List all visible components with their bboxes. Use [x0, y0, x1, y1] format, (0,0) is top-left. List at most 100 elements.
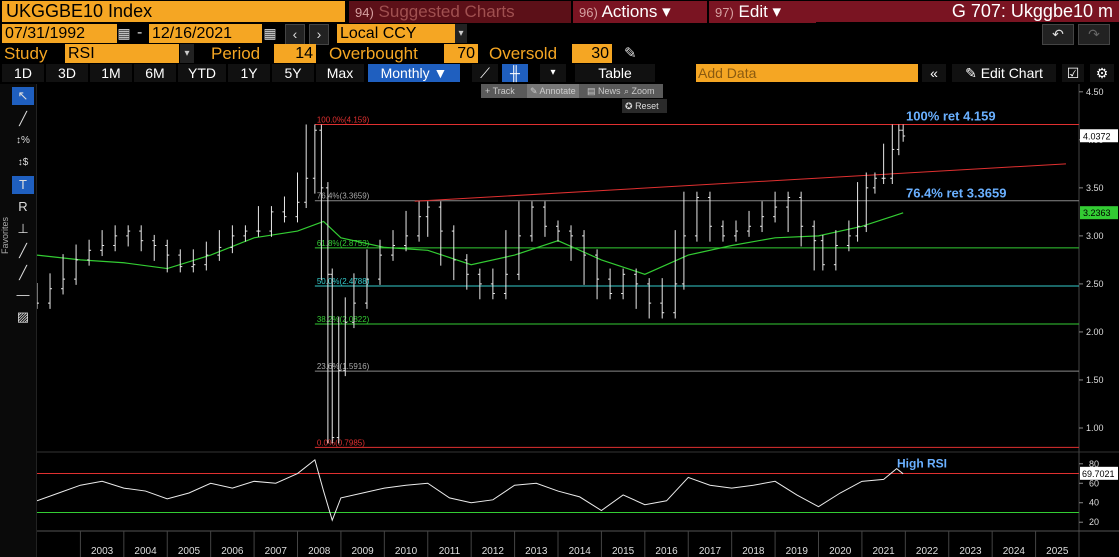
- title-text: G 707: Ukggbe10 m: [951, 1, 1113, 21]
- overbought-field[interactable]: 70: [444, 44, 478, 63]
- chevron-left-icon[interactable]: ‹: [285, 24, 305, 45]
- start-date-field[interactable]: 07/31/1992: [2, 24, 117, 43]
- x-tick-label: 2013: [525, 546, 548, 557]
- x-tick-label: 2017: [699, 546, 722, 557]
- rectangle-icon[interactable]: ▨: [16, 309, 30, 324]
- chevron-down-icon[interactable]: ▾: [540, 64, 566, 82]
- suggested-num: 94): [355, 5, 374, 20]
- x-tick-label: 2006: [221, 546, 244, 557]
- annotate-button[interactable]: ✎ Annotate: [527, 84, 579, 98]
- price-change-icon[interactable]: ↕$: [17, 157, 29, 168]
- zoom-button[interactable]: ⌕ Zoom: [624, 86, 655, 96]
- calendar-icon[interactable]: ▦: [263, 25, 277, 41]
- fib-level-label: 38.2%(2.0822): [317, 315, 370, 324]
- redo-icon[interactable]: ↷: [1078, 24, 1110, 45]
- price-chart[interactable]: 4.504.003.503.002.502.001.501.00100.0%(4…: [37, 84, 1119, 557]
- period-field[interactable]: 14: [274, 44, 316, 63]
- reset-label: Reset: [635, 101, 659, 111]
- chart-mode-menu: + Track ✎ Annotate ▤ News ⌕ Zoom: [481, 84, 663, 98]
- overbought-value: 70: [457, 45, 475, 62]
- last-rsi-label: 69.7021: [1082, 469, 1115, 479]
- cursor-icon[interactable]: ↖: [12, 87, 34, 105]
- moving-average-line: [37, 212, 904, 275]
- x-tick-label: 2014: [569, 546, 592, 557]
- horizontal-line-icon[interactable]: —: [16, 287, 30, 302]
- last-price-tag: [1080, 129, 1118, 143]
- reset-button[interactable]: ✪ Reset: [622, 99, 667, 113]
- range-1y[interactable]: 1Y: [228, 64, 270, 82]
- undo-icon[interactable]: ↶: [1042, 24, 1074, 45]
- x-tick-label: 2015: [612, 546, 635, 557]
- end-date-field[interactable]: 12/16/2021: [149, 24, 262, 43]
- x-tick-label: 2007: [265, 546, 288, 557]
- x-tick-label: 2008: [308, 546, 331, 557]
- suggested-label: Suggested Charts: [378, 2, 515, 21]
- study-label: Study: [4, 44, 48, 63]
- retracement-icon[interactable]: R: [18, 199, 28, 214]
- edit-chart-button[interactable]: ✎ Edit Chart: [952, 64, 1056, 82]
- pencil-icon: ✎: [965, 65, 977, 81]
- favorites-label: Favorites: [0, 216, 10, 254]
- favorites-tab[interactable]: Favorites: [0, 194, 12, 254]
- range-ytd[interactable]: YTD: [178, 64, 226, 82]
- range-1m[interactable]: 1M: [90, 64, 132, 82]
- trendline: [414, 163, 1067, 202]
- edit-label: Edit ▾: [738, 2, 782, 21]
- actions-button[interactable]: 96) Actions ▾: [573, 1, 707, 23]
- actions-num: 96): [579, 5, 598, 20]
- actions-label: Actions ▾: [601, 2, 671, 21]
- line-draw-icon[interactable]: ╱: [19, 111, 27, 126]
- y-tick-label: 3.00: [1086, 231, 1104, 241]
- ma-value-tag: [1080, 206, 1118, 220]
- frequency-select[interactable]: Monthly ▼: [368, 64, 460, 82]
- bar-chart-icon[interactable]: ╫: [502, 64, 528, 82]
- study-value: RSI: [68, 45, 95, 62]
- text-tool-icon[interactable]: T: [12, 176, 34, 194]
- currency-select[interactable]: Local CCY: [337, 24, 457, 43]
- period-value: 14: [295, 45, 313, 62]
- line-chart-icon[interactable]: ⟋: [472, 64, 498, 82]
- x-tick-label: 2003: [91, 546, 114, 557]
- range-6m[interactable]: 6M: [134, 64, 176, 82]
- study-row: Study RSI ▾ Period 14 Overbought 70 Over…: [0, 44, 1119, 64]
- window-title: G 707: Ukggbe10 m: [814, 1, 1119, 22]
- rsi-line: [37, 459, 904, 522]
- percent-change-icon[interactable]: ↕%: [16, 135, 30, 146]
- edit-num: 97): [715, 5, 734, 20]
- y-tick-label: 1.50: [1086, 375, 1104, 385]
- table-button[interactable]: Table: [575, 64, 655, 82]
- gear-icon[interactable]: ⚙: [1090, 64, 1114, 82]
- x-tick-label: 2004: [134, 546, 157, 557]
- y-tick-label: 2.50: [1086, 279, 1104, 289]
- range-1d[interactable]: 1D: [2, 64, 44, 82]
- annotation-76-ret: 76.4% ret 3.3659: [906, 186, 1006, 201]
- channel-icon[interactable]: ╱: [19, 265, 27, 280]
- edit-button[interactable]: 97) Edit ▾: [709, 1, 816, 23]
- range-3d[interactable]: 3D: [46, 64, 88, 82]
- fib-level-label: 50.0%(2.4788): [317, 277, 370, 286]
- track-button[interactable]: + Track: [485, 86, 515, 96]
- calendar-icon[interactable]: ▦: [117, 25, 131, 41]
- date-dash: -: [137, 24, 143, 41]
- rsi-tick-label: 20: [1089, 517, 1099, 527]
- range-5y[interactable]: 5Y: [272, 64, 314, 82]
- chevron-down-icon[interactable]: ▾: [180, 44, 194, 63]
- study-select[interactable]: RSI: [65, 44, 179, 63]
- oversold-field[interactable]: 30: [572, 44, 612, 63]
- x-tick-label: 2012: [482, 546, 505, 557]
- pencil-icon[interactable]: ✎: [624, 45, 637, 62]
- news-button[interactable]: ▤ News: [587, 86, 621, 96]
- suggested-charts-button[interactable]: 94) Suggested Charts: [349, 1, 571, 23]
- chevron-right-icon[interactable]: ›: [309, 24, 329, 45]
- ticker-field[interactable]: UKGGBE10 Index: [2, 1, 345, 22]
- trendline-icon[interactable]: ╱: [19, 243, 27, 258]
- ruler-icon[interactable]: ⊥: [17, 221, 29, 236]
- add-data-input[interactable]: Add Data: [696, 64, 918, 82]
- track-label: Track: [492, 86, 515, 96]
- chevron-down-icon[interactable]: ▾: [455, 24, 467, 43]
- range-max[interactable]: Max: [316, 64, 364, 82]
- checkbox-pencil-icon[interactable]: ☑: [1062, 64, 1084, 82]
- double-chevron-left-icon[interactable]: «: [922, 64, 946, 82]
- fib-level-label: 23.6%(1.5916): [317, 362, 370, 371]
- x-tick-label: 2016: [655, 546, 678, 557]
